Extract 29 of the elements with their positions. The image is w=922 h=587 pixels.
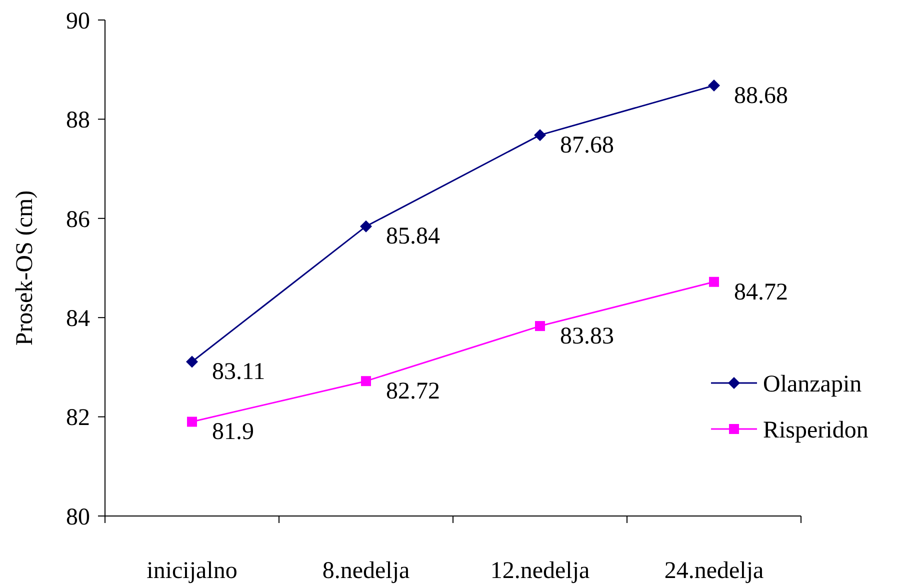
data-label: 83.83 — [560, 323, 614, 350]
x-tick-label: 24.nedelja — [664, 558, 764, 584]
legend-label: Risperidon — [763, 417, 868, 444]
point — [360, 220, 372, 232]
y-tick-label: 90 — [66, 8, 90, 34]
data-label: 83.11 — [212, 359, 266, 386]
data-label: 88.68 — [734, 82, 788, 109]
data-label: 81.9 — [212, 419, 254, 446]
point — [187, 416, 197, 427]
x-tick-label: inicijalno — [146, 558, 238, 584]
y-tick-label: 84 — [66, 306, 90, 332]
y-tick-label: 80 — [66, 504, 90, 530]
x-tick-label: 12.nedelja — [490, 558, 590, 584]
y-tick-label: 86 — [66, 206, 90, 233]
point — [709, 276, 719, 287]
legend-label: Olanzapin — [763, 371, 862, 398]
y-tick-label: 88 — [66, 108, 90, 134]
data-label: 84.72 — [734, 279, 788, 306]
point — [535, 321, 545, 332]
data-label: 82.72 — [386, 378, 440, 404]
y-axis-title: Prosek-OS (cm) — [12, 190, 38, 346]
point — [361, 376, 371, 386]
point — [708, 79, 720, 92]
point — [534, 129, 546, 142]
point — [186, 356, 198, 368]
y-tick-label: 82 — [66, 405, 90, 432]
x-tick-label: 8.nedelja — [322, 558, 410, 584]
data-label: 85.84 — [386, 224, 440, 250]
data-label: 87.68 — [560, 132, 614, 158]
